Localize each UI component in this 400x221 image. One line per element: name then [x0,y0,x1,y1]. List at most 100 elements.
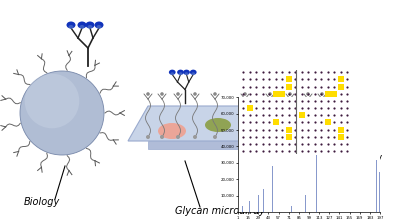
Point [299,149,305,153]
Point [318,142,325,146]
Point [266,113,272,117]
Point [279,142,286,146]
Point [331,70,338,74]
Bar [249,201,250,212]
Circle shape [320,92,324,96]
Circle shape [193,135,197,139]
Point [273,113,279,117]
Ellipse shape [158,123,186,139]
Circle shape [268,92,272,96]
Point [338,70,344,74]
Point [344,106,351,110]
Point [286,128,292,131]
Point [338,142,344,146]
Point [240,85,246,88]
Point [325,92,331,95]
Circle shape [243,92,247,96]
Point [260,78,266,81]
Point [273,135,279,139]
Point [266,142,272,146]
Ellipse shape [191,72,195,75]
Point [305,128,312,131]
Point [273,99,279,103]
Point [292,149,298,153]
Point [240,106,246,110]
Point [266,99,272,103]
Point [325,85,331,88]
Point [338,149,344,153]
Point [266,128,272,131]
Point [240,99,246,103]
Point [318,135,325,139]
Point [305,142,312,146]
Point [260,92,266,95]
Point [286,78,292,81]
Point [279,149,286,153]
Text: Glycan microarray: Glycan microarray [175,206,265,216]
Point [325,128,331,131]
Point [253,128,260,131]
Point [247,70,253,74]
Point [331,113,338,117]
Point [286,78,292,81]
Ellipse shape [205,118,231,132]
Point [331,142,338,146]
Circle shape [213,135,217,139]
Point [312,106,318,110]
Point [279,121,286,124]
Point [325,78,331,81]
Point [299,85,305,88]
Point [273,92,279,95]
Point [266,149,272,153]
Point [305,135,312,139]
Point [247,106,253,110]
Ellipse shape [177,70,184,75]
Point [266,70,272,74]
Ellipse shape [96,25,102,29]
Point [305,99,312,103]
Point [292,70,298,74]
Point [338,85,344,88]
Bar [272,166,273,212]
Point [325,149,331,153]
Point [279,106,286,110]
Point [318,99,325,103]
Point [325,92,331,95]
Point [305,121,312,124]
Point [247,113,253,117]
Point [253,113,260,117]
Circle shape [306,92,310,96]
Point [240,113,246,117]
Point [273,92,279,95]
Point [331,128,338,131]
Point [299,135,305,139]
Point [312,121,318,124]
Bar [379,172,380,212]
Point [260,85,266,88]
Point [344,78,351,81]
Bar [282,201,283,212]
Point [331,92,338,95]
Point [344,99,351,103]
Point [338,135,344,139]
Point [344,121,351,124]
Point [273,106,279,110]
Point [292,92,298,95]
Point [247,121,253,124]
Point [273,142,279,146]
Point [286,92,292,95]
Point [292,99,298,103]
Point [240,121,246,124]
Point [247,106,253,110]
Point [325,113,331,117]
Text: Biology: Biology [24,197,60,207]
Point [273,149,279,153]
Circle shape [306,135,310,139]
Point [338,135,344,139]
Bar [376,160,377,212]
Point [344,128,351,131]
Point [286,142,292,146]
Point [240,135,246,139]
Point [318,85,325,88]
Point [266,106,272,110]
